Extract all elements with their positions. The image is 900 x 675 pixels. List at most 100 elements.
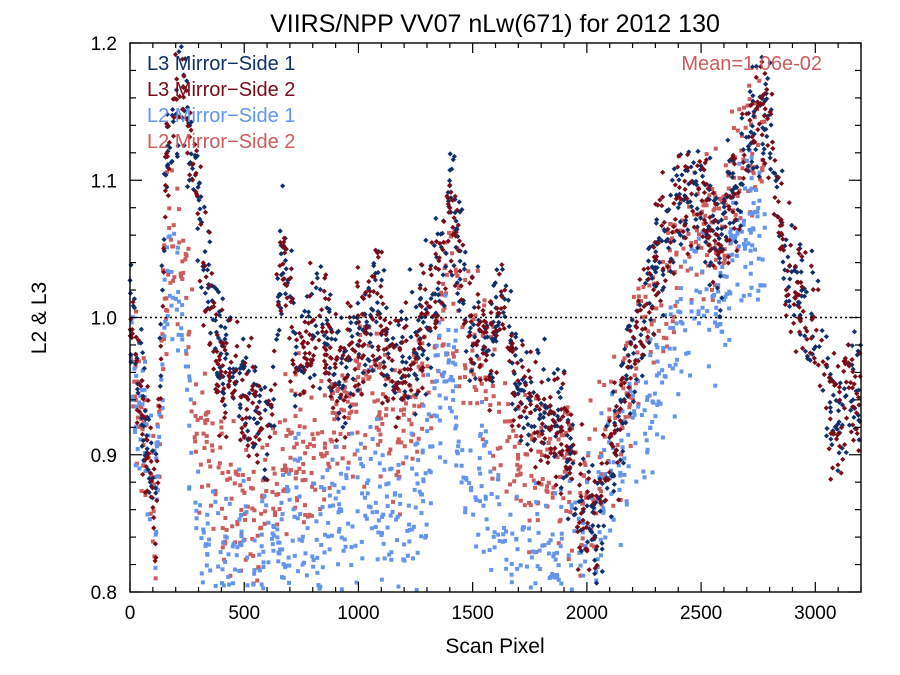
data-point: [457, 276, 463, 282]
data-point: [327, 324, 333, 330]
data-point: [243, 415, 249, 421]
data-point: [639, 299, 644, 304]
data-point: [811, 346, 817, 352]
data-point: [412, 403, 417, 408]
data-point: [739, 111, 745, 117]
data-point: [389, 557, 394, 562]
data-point: [748, 271, 753, 276]
data-point: [293, 476, 298, 481]
data-point: [634, 381, 639, 386]
data-point: [355, 509, 360, 514]
data-point: [481, 549, 486, 554]
data-point: [758, 95, 764, 101]
legend-entry-3: L2 Mirror−Side 1: [147, 105, 295, 127]
data-point: [490, 476, 495, 481]
data-point: [403, 323, 409, 329]
data-point: [622, 472, 627, 477]
data-point: [308, 362, 314, 368]
data-point: [855, 348, 861, 354]
data-point: [378, 283, 384, 289]
data-point: [447, 358, 452, 363]
data-point: [314, 275, 321, 281]
x-tick-label: 2500: [680, 603, 722, 624]
data-point: [276, 492, 281, 497]
data-point: [665, 226, 671, 232]
data-point: [309, 513, 314, 518]
data-point: [597, 486, 602, 491]
data-point: [592, 478, 598, 484]
data-point: [160, 398, 165, 403]
data-point: [847, 379, 854, 386]
data-point: [275, 535, 280, 540]
data-point: [159, 287, 166, 293]
data-point: [553, 474, 559, 480]
data-point: [138, 393, 143, 398]
data-point: [302, 350, 308, 356]
data-point: [271, 466, 276, 471]
data-point: [317, 385, 323, 391]
data-point: [326, 306, 332, 312]
data-point: [857, 373, 863, 380]
data-point: [330, 481, 335, 486]
data-point: [668, 222, 673, 227]
data-point: [720, 211, 726, 217]
data-point: [204, 267, 211, 273]
data-point: [326, 370, 332, 377]
data-point: [128, 262, 134, 268]
data-point: [746, 146, 752, 152]
data-point: [834, 432, 841, 438]
data-point: [668, 312, 673, 317]
data-point: [699, 245, 704, 250]
data-point: [199, 536, 204, 541]
data-point: [483, 429, 488, 434]
data-point: [539, 428, 546, 434]
data-point: [672, 346, 677, 351]
data-point: [515, 547, 520, 552]
data-point: [665, 236, 671, 242]
data-point: [803, 289, 809, 295]
data-point: [524, 564, 529, 569]
data-point: [749, 122, 754, 127]
data-point: [456, 444, 461, 449]
data-point: [479, 381, 484, 386]
data-point: [835, 408, 842, 414]
data-point: [597, 530, 602, 535]
data-point: [700, 180, 706, 186]
data-point: [441, 218, 447, 225]
data-point: [328, 336, 335, 342]
data-point: [768, 122, 774, 128]
data-point: [536, 530, 541, 535]
data-point: [728, 291, 733, 296]
data-point: [343, 356, 349, 363]
data-point: [193, 191, 200, 197]
data-point: [249, 387, 255, 393]
data-point: [645, 397, 650, 402]
data-point: [480, 333, 485, 338]
data-point: [454, 415, 459, 420]
data-point: [626, 432, 631, 437]
data-point: [272, 513, 277, 518]
data-point: [715, 252, 721, 258]
data-point: [177, 93, 183, 100]
data-point: [152, 558, 158, 564]
data-point: [524, 441, 531, 448]
data-point: [307, 332, 313, 338]
data-point: [186, 120, 192, 126]
data-point: [688, 203, 695, 210]
data-point: [453, 233, 459, 239]
data-point: [301, 388, 307, 395]
data-point: [767, 155, 773, 161]
data-point: [323, 532, 328, 537]
data-point: [304, 573, 309, 578]
data-point: [134, 424, 139, 429]
data-point: [615, 427, 621, 433]
data-point: [627, 411, 633, 417]
data-point: [150, 448, 156, 454]
data-point: [399, 408, 404, 413]
data-point: [266, 560, 271, 565]
data-point: [403, 338, 409, 344]
data-point: [583, 559, 588, 564]
data-point: [301, 469, 306, 474]
data-point: [696, 185, 702, 191]
data-point: [475, 338, 481, 344]
